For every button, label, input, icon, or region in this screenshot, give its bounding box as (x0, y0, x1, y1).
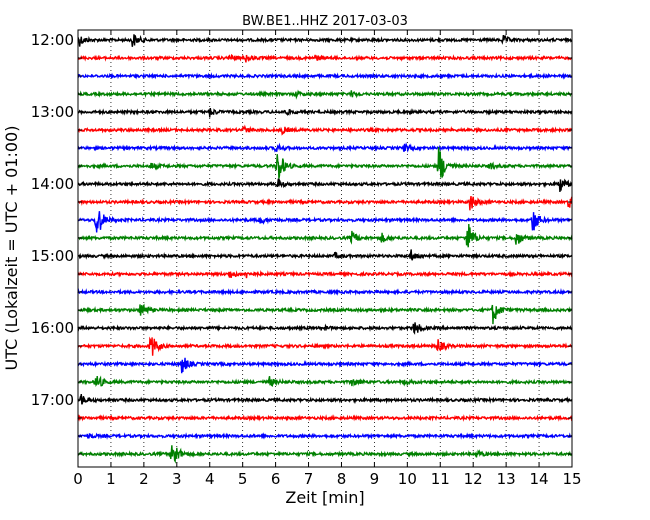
x-tick-label: 14 (530, 470, 549, 488)
y-tick-label: 12:00 (31, 31, 74, 49)
chart-title: BW.BE1..HHZ 2017-03-03 (242, 14, 408, 29)
x-tick-label: 2 (139, 470, 149, 488)
x-tick-label: 7 (304, 470, 314, 488)
plot-frame (77, 29, 573, 468)
x-tick-label: 1 (106, 470, 116, 488)
x-axis-ticks: 0 1 2 3 4 5 6 7 8 9 10 11 12 13 14 15 (73, 30, 582, 488)
x-tick-label: 15 (562, 470, 581, 488)
x-tick-label: 12 (464, 470, 483, 488)
seismogram-trace (77, 34, 573, 47)
x-tick-label: 6 (271, 470, 281, 488)
y-axis-label: UTC (Lokalzeit = UTC + 01:00) (2, 126, 21, 371)
y-tick-label: 15:00 (31, 247, 74, 265)
seismogram-trace (77, 357, 573, 374)
seismogram-trace (77, 107, 573, 118)
x-tick-label: 5 (238, 470, 248, 488)
seismogram-trace (77, 211, 573, 233)
seismogram-trace (77, 124, 573, 136)
seismogram-trace (77, 249, 573, 261)
seismogram-trace (77, 414, 573, 422)
trace-group (77, 34, 573, 464)
x-tick-label: 3 (172, 470, 182, 488)
seismogram-trace (77, 53, 573, 63)
seismogram-trace (77, 224, 573, 248)
seismogram-trace (77, 269, 573, 279)
seismogram-trace (77, 195, 573, 211)
seismogram-trace (77, 375, 573, 387)
seismogram-trace (77, 303, 573, 325)
seismogram-trace (77, 89, 573, 100)
x-tick-label: 10 (398, 470, 417, 488)
x-tick-label: 13 (497, 470, 516, 488)
y-tick-label: 14:00 (31, 175, 74, 193)
y-tick-label: 17:00 (31, 391, 74, 409)
seismogram-trace (77, 71, 573, 80)
x-tick-label: 11 (431, 470, 450, 488)
x-tick-label: 8 (337, 470, 347, 488)
seismogram-trace (77, 177, 573, 193)
y-tick-label: 16:00 (31, 319, 74, 337)
seismogram-trace (77, 142, 573, 153)
y-tick-label: 13:00 (31, 103, 74, 121)
x-axis-label: Zeit [min] (285, 488, 364, 507)
grid-lines (110, 30, 540, 467)
x-tick-label: 4 (205, 470, 215, 488)
seismogram-trace (77, 393, 573, 405)
seismogram-trace (77, 445, 573, 464)
y-axis-ticks: 12:00 13:00 14:00 15:00 16:00 17:00 (31, 31, 572, 455)
seismogram-trace (77, 147, 573, 179)
seismogram-trace (77, 336, 573, 356)
x-tick-label: 9 (370, 470, 380, 488)
seismogram-trace (77, 288, 573, 296)
seismogram-trace (77, 322, 573, 335)
x-tick-label: 0 (73, 470, 83, 488)
seismogram-trace (77, 432, 573, 440)
